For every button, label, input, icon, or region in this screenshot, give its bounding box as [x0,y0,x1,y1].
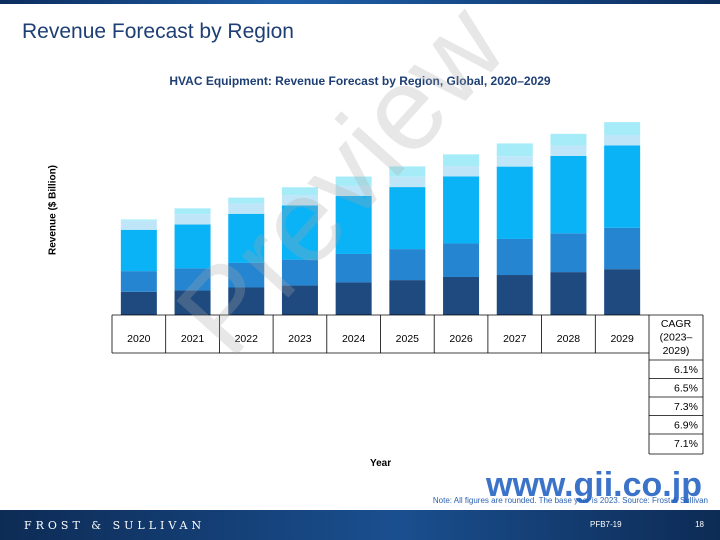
x-tick-2023: 2023 [288,333,312,345]
cagr-value-3: 7.3% [674,401,698,413]
bar-2026-series-2 [443,243,480,277]
bar-2025-series-5 [389,166,426,177]
bar-2025-series-4 [389,176,426,188]
bar-2029-series-5 [604,122,641,136]
table-grid [111,314,704,455]
bar-2023-series-3 [281,205,318,260]
x-tick-2020: 2020 [127,333,151,345]
x-axis-label: Year [370,458,392,469]
bar-2020-series-2 [120,271,157,292]
x-tick-2024: 2024 [342,333,366,345]
bar-2027-series-2 [496,238,533,276]
x-tick-2026: 2026 [449,333,473,345]
bar-2029-series-4 [604,135,641,146]
bar-2028-series-2 [550,233,587,273]
bar-2024-series-1 [335,282,372,315]
bar-layer [120,122,641,315]
bar-2028-series-1 [550,272,587,315]
bar-2022-series-4 [228,203,265,214]
cagr-header-line: 2029) [663,345,690,357]
footer-brand: FROST & SULLIVAN [24,519,206,532]
bar-2020-series-1 [120,291,157,315]
footer-code: PFB7-19 [590,520,622,529]
x-tick-2021: 2021 [181,333,205,345]
bar-2021-series-3 [174,224,211,269]
label-layer: 2020 2021 2022 2023 2024 2025 2026 2027 2028 2029… [127,318,698,450]
cagr-header-line: CAGR [661,318,692,330]
bar-2022-series-2 [228,262,265,288]
bar-2020-series-3 [120,229,157,272]
bar-2029-series-2 [604,227,641,270]
bar-2027-series-4 [496,156,533,167]
bar-2022-series-3 [228,213,265,263]
bar-2027-series-1 [496,275,533,315]
bar-2025-series-2 [389,249,426,281]
footer-bar: FROST & SULLIVAN PFB7-19 18 [0,510,720,540]
x-tick-2028: 2028 [557,333,581,345]
bar-2027-series-5 [496,143,533,157]
bar-2024-series-5 [335,176,372,186]
bar-2022-series-1 [228,287,265,315]
x-tick-2029: 2029 [610,333,634,345]
bar-2029-series-1 [604,269,641,315]
bar-2024-series-4 [335,185,372,196]
cagr-value-2: 6.5% [674,383,698,395]
top-accent-bar [0,0,720,4]
bar-2020-series-4 [120,220,157,230]
bar-2025-series-1 [389,280,426,315]
x-tick-2025: 2025 [396,333,420,345]
bar-2028-series-5 [550,133,587,146]
bar-2028-series-3 [550,155,587,234]
cagr-value-4: 6.9% [674,420,698,432]
bar-2025-series-3 [389,187,426,250]
bar-2026-series-5 [443,154,480,167]
bar-2021-series-2 [174,268,211,291]
page-number: 18 [695,520,704,529]
bar-2028-series-4 [550,145,587,156]
bar-2022-series-5 [228,197,265,204]
y-axis-label: Revenue ($ Billion) [47,164,59,256]
bar-2026-series-3 [443,176,480,244]
x-tick-2022: 2022 [235,333,259,345]
bar-2026-series-1 [443,276,480,315]
bar-2021-series-5 [174,208,211,215]
bar-2027-series-3 [496,166,533,239]
bar-2026-series-4 [443,166,480,177]
cagr-header-line: (2023– [660,332,693,344]
cagr-value-1: 6.1% [674,364,698,376]
x-tick-2027: 2027 [503,333,527,345]
bar-2023-series-5 [281,187,318,196]
chart-title: HVAC Equipment: Revenue Forecast by Regi… [169,74,551,88]
bar-2021-series-1 [174,290,211,315]
bar-2021-series-4 [174,214,211,225]
cagr-value-5: 7.1% [674,438,698,450]
bar-2024-series-2 [335,253,372,283]
bar-2024-series-3 [335,195,372,254]
source-note: Note: All figures are rounded. The base … [432,496,708,505]
page-title: Revenue Forecast by Region [22,20,294,43]
bar-2020-series-5 [120,219,157,221]
bar-2023-series-1 [281,285,318,315]
bar-2023-series-2 [281,259,318,286]
bar-2029-series-3 [604,145,641,228]
bar-2023-series-4 [281,195,318,206]
